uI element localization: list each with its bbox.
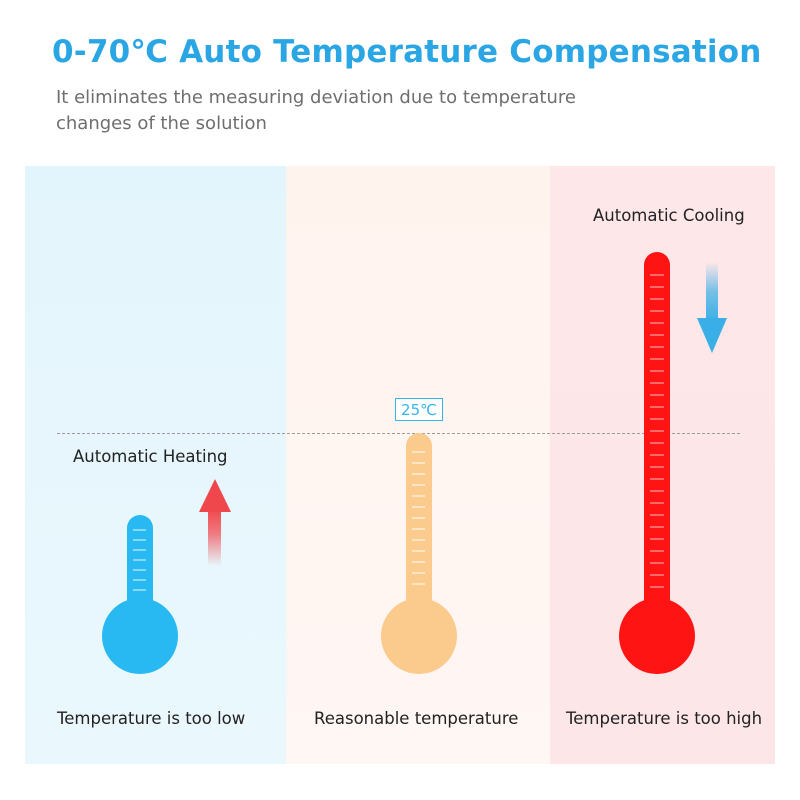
arrow-down-icon — [697, 262, 727, 353]
caption-reasonable: Reasonable temperature — [314, 709, 519, 728]
automatic-cooling-label: Automatic Cooling — [593, 206, 745, 225]
reference-dashed-line — [57, 433, 740, 434]
caption-too-low: Temperature is too low — [57, 709, 246, 728]
page-title: 0-70℃ Auto Temperature Compensation — [52, 34, 762, 70]
automatic-heating-label: Automatic Heating — [73, 447, 228, 466]
thermometer-icon-low — [102, 515, 178, 674]
page-subtitle: It eliminates the measuring deviation du… — [56, 87, 576, 134]
thermometer-icon-reasonable — [381, 433, 457, 674]
temperature-value-badge: 25℃ — [395, 398, 443, 421]
caption-too-high: Temperature is too high — [566, 709, 763, 728]
thermometer-icon-high — [619, 252, 695, 674]
arrow-up-icon — [199, 479, 231, 566]
